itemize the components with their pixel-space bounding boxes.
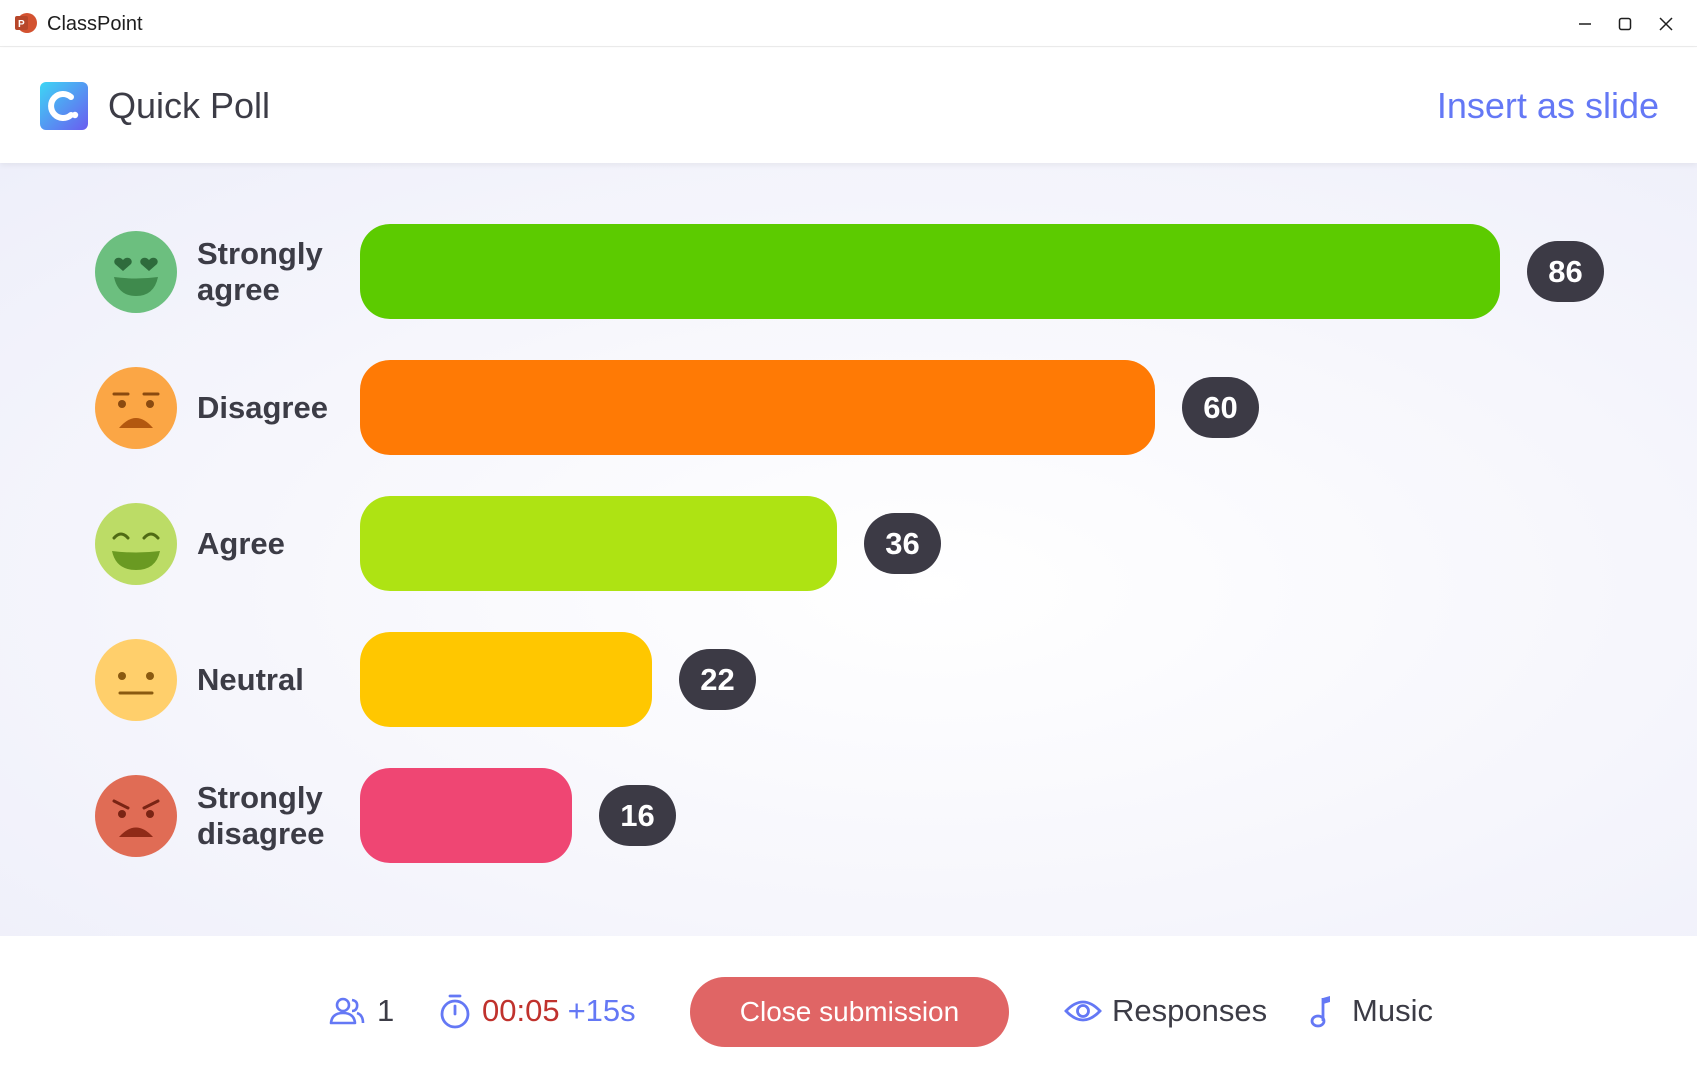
close-window-button[interactable] (1648, 8, 1684, 40)
poll-footer: 1 00:05 +15s Close submission Responses … (0, 936, 1697, 1086)
minimize-icon (1579, 23, 1591, 25)
poll-row: Strongly disagree 16 (0, 768, 1697, 864)
poll-row: Strongly agree 86 (0, 224, 1697, 320)
music-label: Music (1352, 993, 1433, 1028)
bar-agree (360, 496, 837, 591)
row-label: Disagree (197, 390, 328, 425)
insert-as-slide-button[interactable]: Insert as slide (1436, 85, 1659, 126)
count-badge: 16 (599, 785, 676, 846)
window-title: ClassPoint (47, 13, 143, 35)
bar-strongly-disagree (360, 768, 572, 863)
bar-strongly-agree (360, 224, 1500, 319)
poll-header: Quick Poll Insert as slide (0, 48, 1697, 163)
maximize-icon (1618, 17, 1632, 31)
row-label: Agree (197, 526, 285, 561)
row-label: Neutral (197, 662, 304, 697)
timer-text: 00:05 (482, 993, 560, 1028)
page-title: Quick Poll (108, 85, 271, 126)
participants-count: 1 (377, 993, 395, 1028)
bar-disagree (360, 360, 1155, 455)
eye-icon (1064, 1000, 1102, 1022)
poll-row: Neutral 22 (0, 632, 1697, 728)
heart-eyes-emoji-icon (95, 231, 177, 313)
timer: 00:05 +15s (438, 936, 636, 1086)
classpoint-logo-icon (40, 82, 88, 130)
svg-text:P: P (18, 19, 25, 30)
poll-row: Agree 36 (0, 496, 1697, 592)
bar-neutral (360, 632, 652, 727)
responses-button[interactable]: Responses (1064, 936, 1267, 1086)
participants-counter: 1 (329, 936, 394, 1086)
count-badge: 86 (1527, 241, 1604, 302)
participants-icon (329, 997, 365, 1025)
count-badge: 22 (679, 649, 756, 710)
row-label: Strongly disagree (197, 780, 325, 851)
frowning-emoji-icon (95, 367, 177, 449)
poll-results-chart: Strongly agree 86 Disagree 60 Agree 36 (0, 163, 1697, 936)
window-titlebar: P ClassPoint (0, 0, 1697, 47)
add-time-button[interactable]: +15s (567, 993, 636, 1028)
powerpoint-icon: P (15, 13, 37, 33)
responses-label: Responses (1112, 993, 1268, 1028)
minimize-button[interactable] (1567, 8, 1603, 40)
count-badge: 60 (1182, 377, 1259, 438)
poll-row: Disagree 60 (0, 360, 1697, 456)
maximize-button[interactable] (1607, 8, 1643, 40)
stopwatch-icon (440, 994, 470, 1029)
close-submission-button[interactable]: Close submission (690, 977, 1009, 1047)
smiling-emoji-icon (95, 503, 177, 585)
angry-emoji-icon (95, 775, 177, 857)
close-icon (1659, 17, 1673, 31)
row-label: Strongly agree (197, 236, 323, 307)
music-note-icon (1310, 996, 1330, 1028)
neutral-emoji-icon (95, 639, 177, 721)
count-badge: 36 (864, 513, 941, 574)
music-button[interactable]: Music (1308, 936, 1433, 1086)
